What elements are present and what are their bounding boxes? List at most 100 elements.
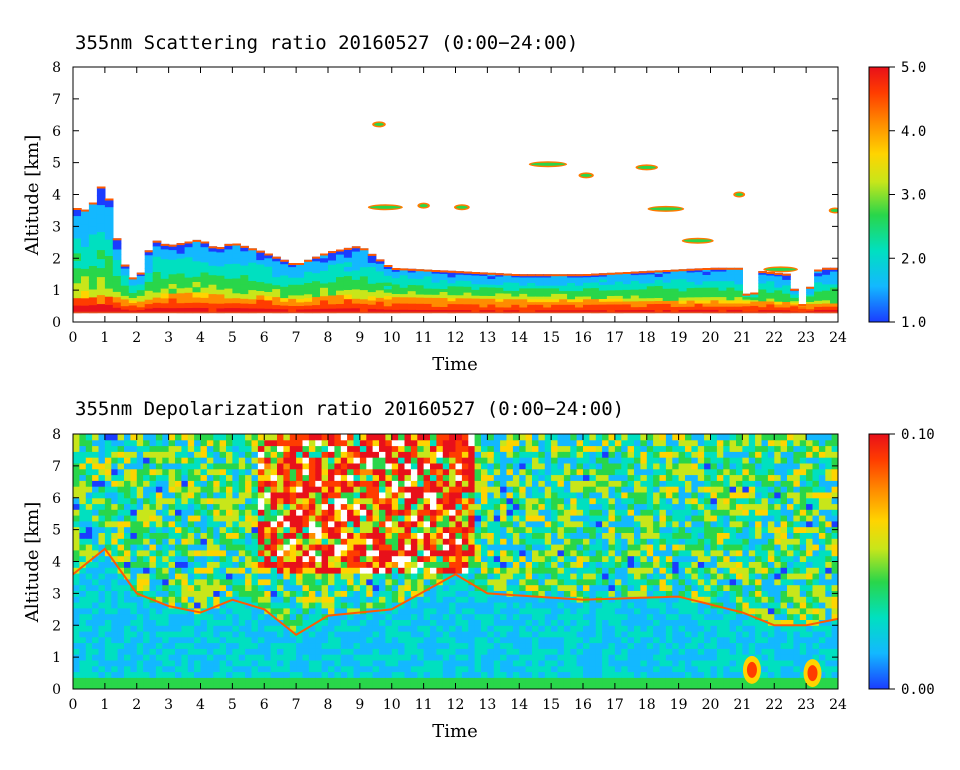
depol-cell — [187, 677, 195, 684]
depol-cell — [493, 486, 501, 493]
depol-cell — [328, 596, 335, 603]
depol-cell — [417, 660, 425, 667]
depol-cell — [436, 590, 444, 597]
scattering-cell — [391, 306, 401, 310]
scattering-cell — [391, 293, 401, 298]
depol-cell — [436, 654, 444, 661]
depol-cell — [226, 474, 233, 481]
depol-cell — [92, 520, 99, 528]
scattering-cell — [288, 280, 297, 285]
scattering-cell — [559, 296, 568, 300]
depol-cell — [544, 648, 552, 655]
colorbar-tick-label: 5.0 — [901, 60, 926, 76]
depol-cell — [506, 480, 514, 487]
scattering-cell — [630, 294, 640, 299]
scattering-cell — [790, 305, 799, 308]
depol-cell — [379, 660, 386, 667]
depol-cell — [366, 492, 374, 499]
depol-cell — [512, 544, 520, 551]
depol-cell — [372, 665, 380, 673]
depol-cell — [219, 434, 227, 441]
depol-cell — [359, 573, 367, 580]
depol-cell — [232, 602, 240, 609]
depol-cell — [289, 642, 297, 649]
depol-cell — [308, 671, 316, 678]
depol-cell — [366, 642, 374, 649]
depol-cell — [430, 515, 437, 522]
depol-cell — [194, 596, 201, 603]
depol-cell — [461, 451, 469, 458]
depol-cell — [206, 451, 214, 458]
depol-cell — [283, 520, 291, 528]
scattering-cell — [463, 297, 473, 302]
depol-cell — [506, 451, 514, 458]
depol-cell — [557, 439, 565, 447]
depol-cell — [270, 474, 278, 481]
depol-cell — [149, 613, 157, 620]
depol-cell — [525, 486, 533, 493]
scattering-cell — [328, 251, 337, 257]
depol-cell — [175, 677, 182, 684]
depol-cell — [308, 642, 316, 649]
depol-cell — [175, 549, 182, 557]
depol-cell — [551, 596, 558, 603]
depol-cell — [181, 631, 189, 638]
scattering-cell — [583, 282, 592, 286]
scattering-cell — [519, 307, 528, 311]
scattering-cell — [152, 245, 162, 252]
layer-edge — [814, 269, 823, 272]
scattering-cell — [511, 279, 520, 283]
depol-cell — [251, 561, 259, 568]
depol-cell — [245, 497, 252, 505]
depol-cell — [334, 457, 342, 464]
scattering-cell — [790, 302, 799, 305]
depol-cell — [308, 520, 316, 528]
depol-cell — [328, 468, 335, 476]
depol-cell — [155, 683, 163, 689]
depol-cell — [308, 648, 316, 655]
scattering-cell — [391, 309, 401, 314]
depol-cell — [455, 497, 463, 505]
scattering-cell — [559, 301, 568, 305]
depol-cell — [500, 538, 507, 545]
depol-cell — [493, 631, 501, 638]
scattering-cell — [583, 301, 592, 305]
depol-cell — [302, 567, 310, 574]
depol-cell — [308, 665, 316, 673]
depol-cell — [474, 671, 482, 678]
scattering-cell — [654, 282, 664, 286]
depol-cell — [219, 561, 227, 568]
depol-cell — [226, 613, 233, 620]
depol-cell — [251, 596, 259, 603]
depol-cell — [283, 492, 291, 499]
depol-cell — [289, 578, 297, 586]
depol-cell — [219, 503, 227, 510]
depol-cell — [155, 544, 163, 551]
depol-cell — [168, 567, 176, 574]
layer-edge — [742, 293, 751, 296]
depol-cell — [512, 596, 520, 603]
depol-cell — [187, 451, 195, 458]
depol-cell — [136, 631, 144, 638]
depol-cell — [155, 451, 163, 458]
scattering-cell — [622, 277, 632, 282]
depol-cell — [538, 439, 546, 447]
depol-cell — [423, 451, 431, 458]
depol-cell — [277, 683, 284, 689]
depol-cell — [423, 555, 431, 562]
depol-cell — [168, 631, 176, 638]
depol-cell — [551, 480, 558, 487]
depol-cell — [334, 439, 342, 447]
depol-cell — [436, 619, 444, 626]
depol-cell — [512, 463, 520, 470]
depol-cell — [398, 654, 405, 661]
depol-cell — [506, 683, 514, 689]
depol-cell — [321, 573, 329, 580]
depol-cell — [430, 544, 437, 551]
depol-cell — [353, 683, 361, 689]
depol-cell — [143, 544, 150, 551]
depol-cell — [512, 590, 520, 597]
depol-cell — [563, 520, 571, 528]
scattering-cell — [81, 283, 90, 291]
scattering-cell — [112, 270, 122, 276]
